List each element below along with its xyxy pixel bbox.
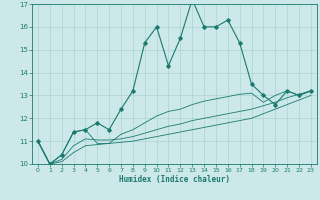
X-axis label: Humidex (Indice chaleur): Humidex (Indice chaleur) bbox=[119, 175, 230, 184]
